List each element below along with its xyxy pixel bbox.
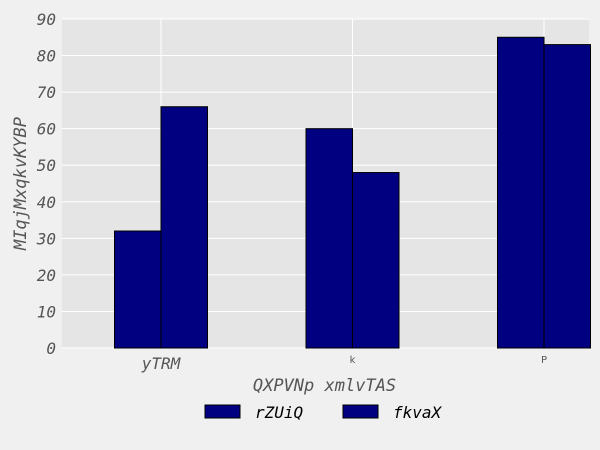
y-tick-label: 40 <box>37 193 56 212</box>
x-axis-label: QXPVNp xmlvTAS <box>253 376 396 396</box>
bar-fkvaX-P <box>543 44 591 349</box>
legend: rZUiQ fkvaX <box>204 403 443 422</box>
y-axis-label: MIqjMxqkvKYBP <box>11 117 31 251</box>
x-tick-label: P <box>541 355 547 366</box>
x-axis-ticks: yTRM k P <box>141 354 547 373</box>
y-tick-label: 30 <box>36 229 56 248</box>
y-tick-label: 50 <box>37 156 56 175</box>
y-tick-label: 0 <box>46 339 56 358</box>
bar-rZUiQ-P <box>497 36 545 349</box>
x-tick-label: k <box>350 355 356 366</box>
y-tick-label: 70 <box>37 83 56 102</box>
y-axis-ticks: 0 10 20 30 40 50 60 70 80 90 <box>36 10 56 358</box>
legend-label-rZUiQ: rZUiQ <box>255 403 303 422</box>
y-tick-label: 20 <box>37 266 56 285</box>
legend-label-fkvaX: fkvaX <box>393 403 443 422</box>
legend-swatch-rZUiQ <box>204 404 241 419</box>
x-tick-label: yTRM <box>141 354 182 373</box>
y-tick-label: 80 <box>37 47 56 66</box>
bar-fkvaX-yTRM <box>160 106 208 349</box>
bar-rZUiQ-yTRM <box>114 230 162 349</box>
bar-fkvaX-k <box>352 172 400 349</box>
bars <box>114 36 591 349</box>
legend-swatch-fkvaX <box>342 404 379 419</box>
y-tick-label: 10 <box>37 302 56 321</box>
bar-rZUiQ-k <box>305 128 353 349</box>
y-tick-label: 90 <box>37 10 56 29</box>
y-tick-label: 60 <box>37 120 56 139</box>
